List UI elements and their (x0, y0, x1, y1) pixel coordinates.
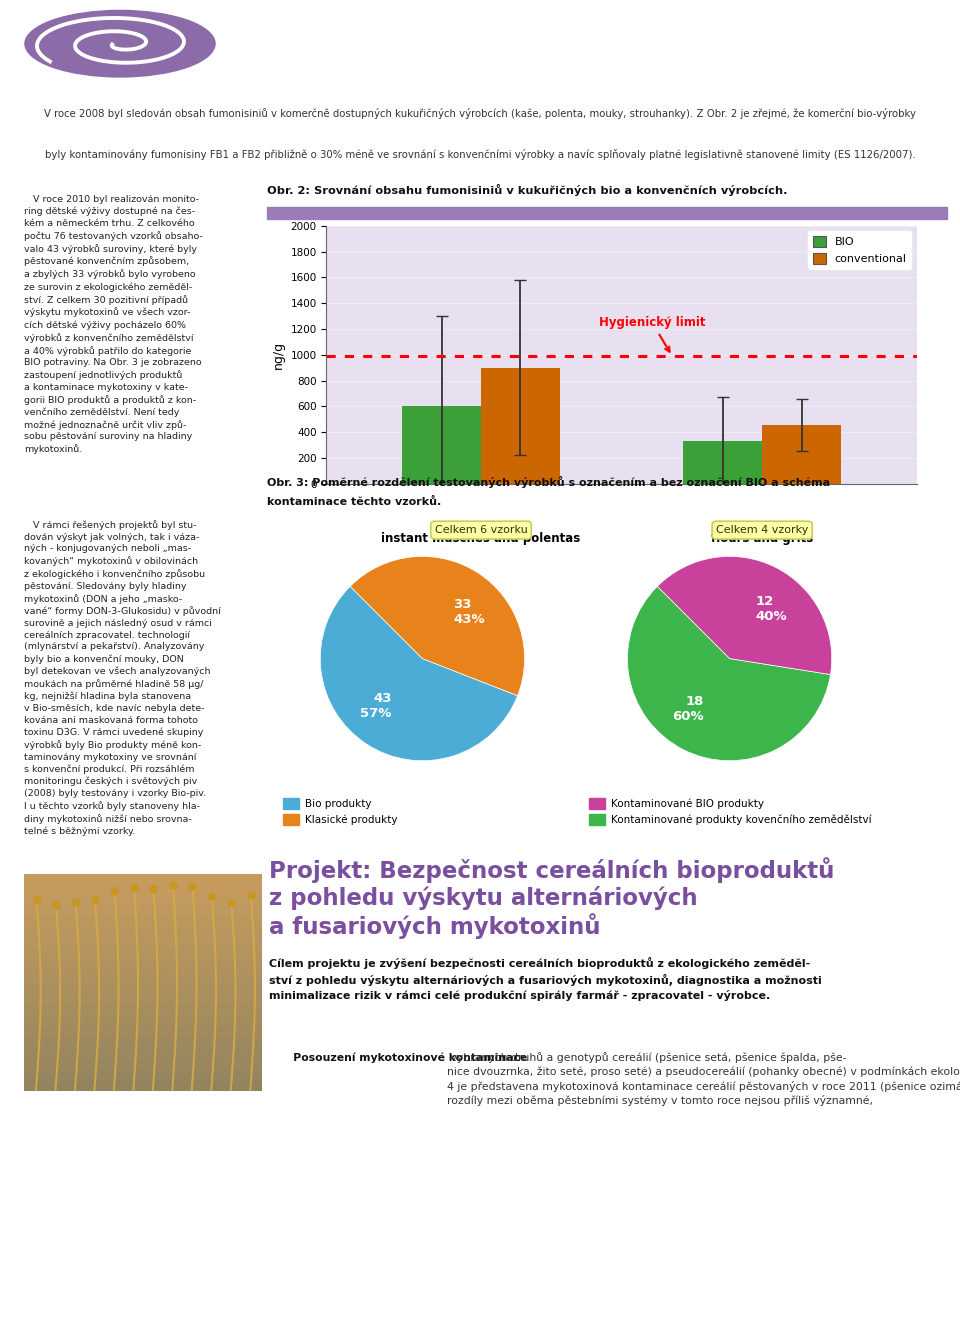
Text: Hygienický limit: Hygienický limit (599, 316, 706, 352)
Text: V rámci řešených projektů byl stu-
dován výskyt jak volných, tak i váza-
ných - : V rámci řešených projektů byl stu- dován… (24, 520, 221, 836)
Bar (24, 1004, 262, 1015)
Legend: BIO, conventional: BIO, conventional (808, 231, 911, 269)
Bar (24, 895, 262, 906)
Text: 33
43%: 33 43% (453, 598, 485, 625)
Bar (24, 1038, 262, 1048)
Wedge shape (321, 586, 517, 761)
Bar (24, 939, 262, 950)
Bar (24, 1059, 262, 1070)
Text: 12
40%: 12 40% (756, 594, 787, 622)
Text: Posouzení mykotoxinové kontaminace: Posouzení mykotoxinové kontaminace (282, 1052, 527, 1063)
Bar (762, 425, 841, 484)
Bar (24, 906, 262, 917)
Text: Celkem 6 vzorku: Celkem 6 vzorku (435, 526, 527, 535)
Circle shape (25, 11, 215, 77)
Text: Celkem 4 vzorky: Celkem 4 vzorky (716, 526, 808, 535)
Wedge shape (350, 556, 524, 696)
Wedge shape (628, 586, 830, 761)
Bar (24, 1081, 262, 1091)
Text: 18
60%: 18 60% (672, 695, 704, 723)
Bar (24, 993, 262, 1004)
Bar (24, 929, 262, 939)
Legend: Kontaminované BIO produkty, Kontaminované produkty kovenčního zemědělství: Kontaminované BIO produkty, Kontaminovan… (585, 794, 876, 829)
Bar (684, 441, 762, 484)
Bar (24, 1015, 262, 1025)
Bar (24, 961, 262, 972)
Bar (24, 1070, 262, 1081)
Text: Obr. 2: Srovnání obsahu fumonisiniů v kukuřičných bio a konvenčních výrobcích.: Obr. 2: Srovnání obsahu fumonisiniů v ku… (267, 184, 787, 195)
Text: V roce 2008 byl sledován obsah fumonisiniů v komerčně dostupných kukuřičných výr: V roce 2008 byl sledován obsah fumonisin… (44, 108, 916, 118)
Text: 43
57%: 43 57% (360, 692, 392, 719)
Bar (24, 874, 262, 884)
Circle shape (25, 11, 215, 77)
Bar (24, 982, 262, 993)
Bar (481, 368, 560, 484)
Bar (24, 1048, 262, 1059)
Bar (267, 207, 947, 219)
Text: byly kontaminovány fumonisiny FB1 a FB2 přibližně o 30% méně ve srovnání s konve: byly kontaminovány fumonisiny FB1 a FB2 … (44, 149, 916, 160)
Text: V roce 2010 byl realizován monito-
ring dětské výživy dostupné na čes-
kém a něm: V roce 2010 byl realizován monito- ring … (24, 195, 203, 454)
Text: Obr. 3: Poměrné rozdělení testovaných výrobků s označením a bez označení BIO a s: Obr. 3: Poměrné rozdělení testovaných vý… (267, 476, 830, 488)
Bar (24, 972, 262, 982)
Text: Projekt: Bezpečnost cereálních bioproduktů
z pohledu výskytu alternáriových
a fu: Projekt: Bezpečnost cereálních bioproduk… (269, 857, 834, 939)
Wedge shape (658, 556, 831, 675)
Text: kontaminace těchto vzorků.: kontaminace těchto vzorků. (267, 497, 442, 507)
Bar (24, 884, 262, 895)
Bar (402, 406, 481, 484)
Bar (24, 950, 262, 961)
Bar (24, 917, 262, 929)
Text: vybranych druhů a genotypů cereálií (pšenice setá, pšenice špalda, pše-
nice dvo: vybranych druhů a genotypů cereálií (pše… (446, 1052, 960, 1106)
Y-axis label: ng/g: ng/g (272, 341, 285, 368)
Text: Cílem projektu je zvýšení bezpečnosti cereálních bioproduktů z ekologického země: Cílem projektu je zvýšení bezpečnosti ce… (269, 957, 822, 1001)
Bar (24, 1025, 262, 1038)
